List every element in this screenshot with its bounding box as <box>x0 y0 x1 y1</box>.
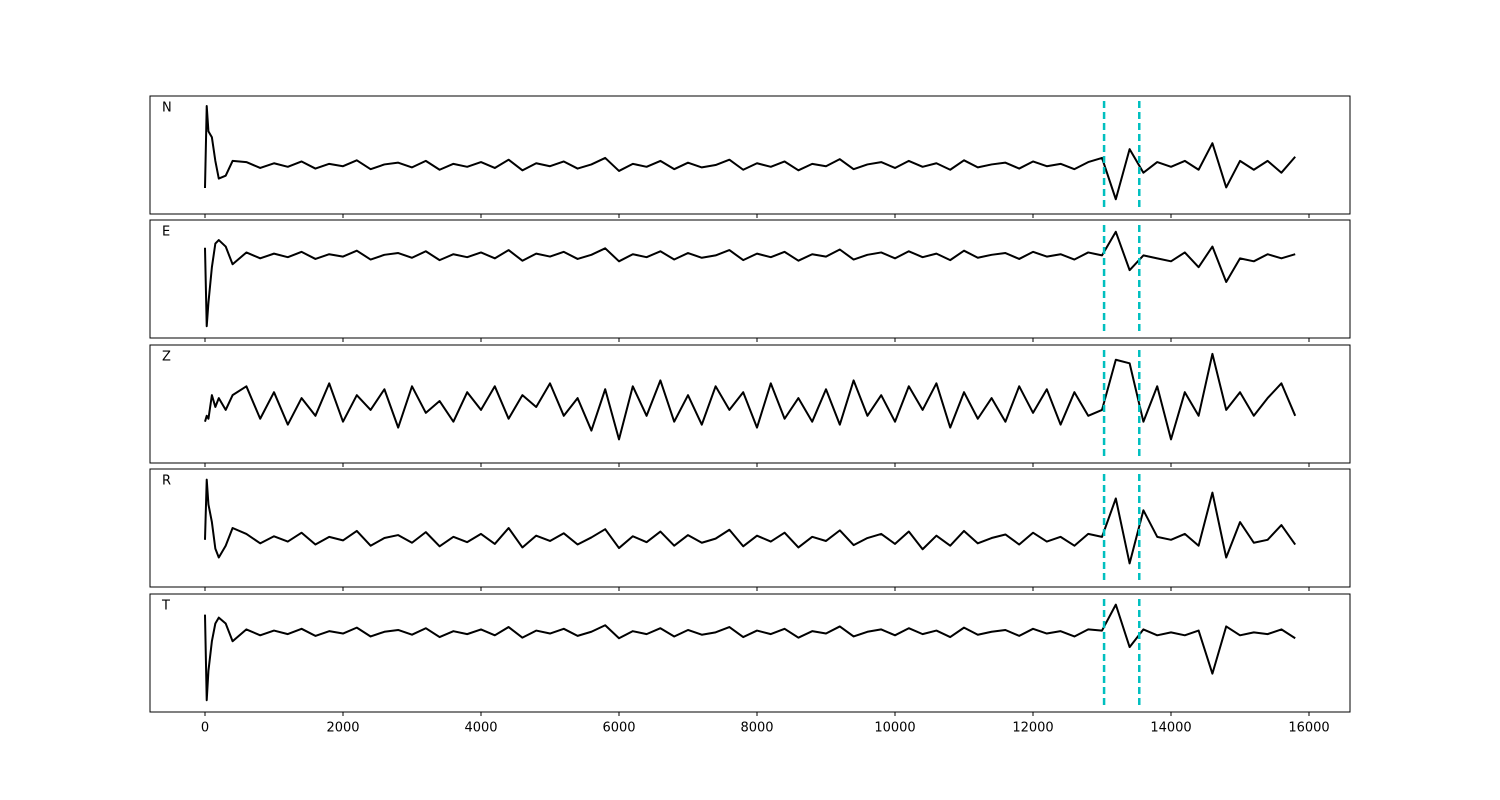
trace <box>203 230 1296 328</box>
panel-label: N <box>162 101 172 116</box>
trace <box>203 603 1296 702</box>
axes-frame <box>149 468 1351 588</box>
x-tick-label: 2000 <box>326 721 359 736</box>
panel-label: T <box>161 599 170 614</box>
x-tick-label: 16000 <box>1288 721 1329 736</box>
panel-label: Z <box>162 350 171 365</box>
axes-frame <box>149 593 1351 713</box>
x-tick-label: 6000 <box>602 721 635 736</box>
axes-frame <box>149 219 1351 339</box>
trace <box>204 352 1297 441</box>
x-tick-label: 14000 <box>1150 721 1191 736</box>
trace <box>203 105 1296 201</box>
axes-frame <box>149 344 1351 464</box>
trace <box>203 478 1297 565</box>
x-tick-label: 4000 <box>464 721 497 736</box>
panel-label: E <box>162 225 170 240</box>
x-tick-label: 0 <box>201 721 209 736</box>
x-tick-label: 12000 <box>1012 721 1053 736</box>
panel-label: R <box>162 474 171 489</box>
x-tick-label: 10000 <box>874 721 915 736</box>
x-tick-label: 8000 <box>740 721 773 736</box>
axes-frame <box>149 95 1351 215</box>
